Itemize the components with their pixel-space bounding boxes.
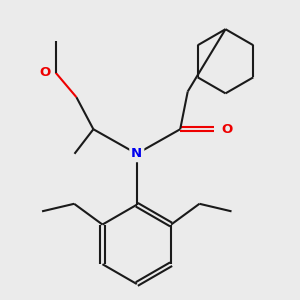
Text: O: O	[221, 123, 232, 136]
Text: N: N	[131, 147, 142, 160]
Text: O: O	[40, 66, 51, 79]
